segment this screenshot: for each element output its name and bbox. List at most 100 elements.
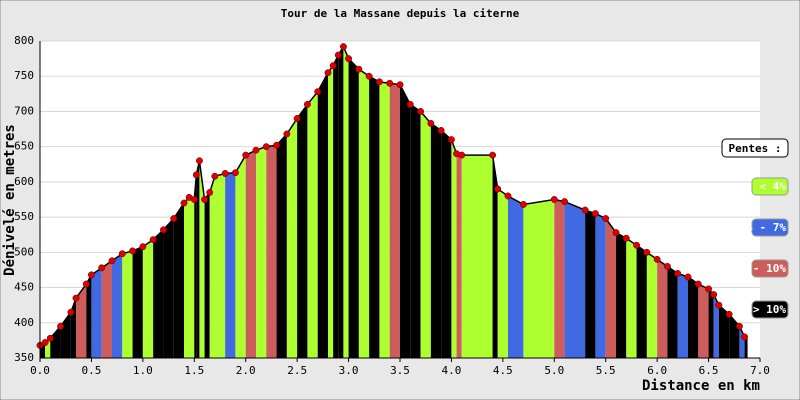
profile-point	[602, 215, 610, 222]
y-tick-label: 500	[14, 245, 34, 258]
profile-point	[581, 206, 589, 214]
x-tick-label: 3.0	[339, 364, 359, 377]
slope-segment	[173, 203, 184, 358]
y-tick-label: 350	[14, 351, 34, 364]
slope-segment	[508, 195, 524, 358]
legend-label: 7 - 10%	[740, 262, 787, 275]
slope-segment	[76, 284, 87, 358]
profile-point	[170, 215, 178, 222]
x-tick-label: 6.5	[699, 364, 719, 377]
slope-segment	[142, 239, 154, 358]
profile-point	[561, 198, 569, 206]
profile-point	[427, 119, 435, 127]
x-tick-label: 2.5	[287, 364, 307, 377]
profile-point	[447, 136, 455, 144]
slope-segment	[456, 153, 462, 358]
slope-segment	[338, 46, 344, 358]
profile-point	[159, 226, 167, 234]
legend-swatch	[751, 218, 789, 237]
slope-segment	[379, 81, 390, 358]
profile-point	[314, 88, 322, 96]
slope-segment	[713, 294, 719, 358]
legend-swatch	[751, 300, 789, 319]
x-tick-label: 7.0	[750, 364, 770, 377]
profile-point	[550, 196, 558, 203]
y-tick-label: 600	[14, 175, 34, 188]
slope-segment	[358, 69, 370, 358]
slope-segment	[636, 245, 647, 358]
profile-point	[643, 248, 651, 256]
slope-segment	[451, 139, 457, 358]
profile-point	[653, 255, 661, 263]
profile-point	[735, 322, 743, 330]
slope-segment	[626, 238, 637, 358]
profile-point	[406, 100, 414, 108]
slope-segment	[276, 133, 287, 358]
x-tick-label: 0.5	[81, 364, 101, 377]
slope-segment	[698, 284, 709, 358]
profile-point	[108, 257, 116, 265]
legend-title: Pentes :	[729, 142, 782, 155]
profile-point	[684, 273, 692, 281]
profile-point	[192, 171, 200, 179]
profile-point	[741, 333, 749, 341]
x-axis-label: Distance en km	[642, 378, 760, 394]
slope-segment	[214, 173, 226, 358]
slope-segment	[441, 130, 452, 358]
slope-segment	[328, 65, 334, 359]
profile-point	[458, 151, 466, 159]
profile-point	[324, 69, 332, 77]
profile-point	[633, 241, 641, 249]
slope-segment	[595, 213, 606, 358]
slope-segment	[132, 246, 143, 358]
profile-point	[674, 270, 682, 277]
profile-point	[622, 234, 630, 242]
slope-segment	[307, 91, 318, 358]
y-tick-label: 750	[14, 69, 34, 82]
profile-point	[612, 229, 620, 237]
slope-segment	[343, 46, 349, 358]
profile-point	[211, 172, 219, 180]
y-tick-label: 700	[14, 104, 34, 117]
slope-segment	[657, 259, 668, 358]
y-tick-label: 400	[14, 316, 34, 329]
slope-segment	[225, 172, 236, 358]
slope-segment	[101, 260, 112, 358]
slope-segment	[492, 155, 498, 358]
slope-segment	[564, 201, 586, 358]
slope-segment	[430, 123, 442, 358]
profile-point	[710, 291, 718, 299]
y-tick-label: 800	[14, 34, 34, 47]
slope-segment	[317, 72, 328, 358]
profile-point	[46, 334, 54, 342]
profile-point	[591, 210, 599, 218]
profile-point	[386, 79, 394, 87]
y-axis-label: Dénivelé en metres	[2, 124, 18, 276]
profile-point	[489, 151, 497, 159]
profile-point	[57, 322, 65, 330]
slope-segment	[718, 305, 730, 358]
profile-point	[663, 262, 671, 270]
slope-segment	[153, 229, 164, 358]
profile-point	[339, 43, 347, 51]
profile-point	[494, 185, 502, 193]
x-tick-label: 1.5	[184, 364, 204, 377]
profile-point	[139, 243, 147, 251]
profile-point	[725, 310, 733, 318]
slope-segment	[616, 232, 627, 358]
profile-point	[417, 107, 425, 115]
profile-point	[231, 169, 239, 177]
slope-segment	[739, 326, 745, 358]
slope-segment	[585, 210, 596, 358]
profile-point	[273, 141, 281, 149]
x-tick-label: 1.0	[133, 364, 153, 377]
profile-point	[375, 78, 383, 86]
slope-segment	[194, 174, 197, 358]
profile-point	[504, 192, 512, 200]
profile-point	[118, 250, 126, 258]
slope-segment	[348, 58, 359, 358]
slope-segment	[91, 267, 102, 358]
slope-segment	[497, 188, 508, 358]
slope-segment	[199, 160, 205, 358]
profile-point	[72, 294, 80, 302]
